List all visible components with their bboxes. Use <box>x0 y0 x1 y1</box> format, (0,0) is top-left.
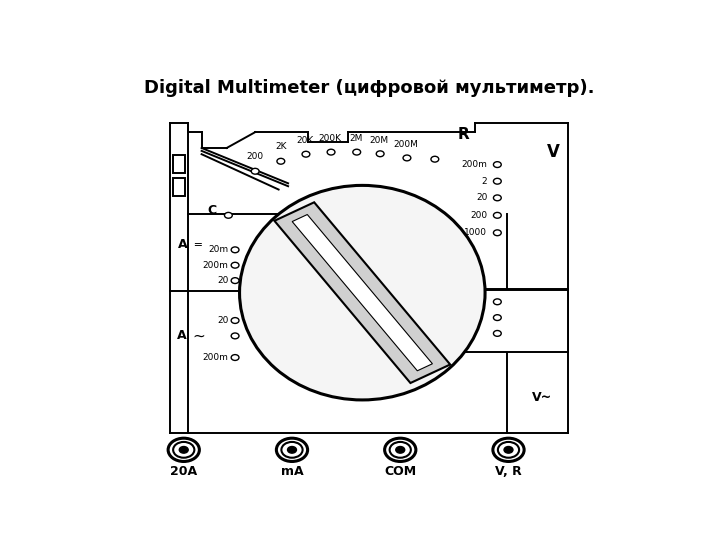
Circle shape <box>493 330 501 336</box>
Circle shape <box>353 149 361 155</box>
Circle shape <box>287 447 297 453</box>
Text: 2K: 2K <box>275 142 287 151</box>
Circle shape <box>251 168 259 174</box>
Circle shape <box>431 156 438 162</box>
Text: mA: mA <box>281 465 303 478</box>
Text: Digital Multimeter (цифровой мультиметр).: Digital Multimeter (цифровой мультиметр)… <box>144 79 594 97</box>
Circle shape <box>390 442 411 458</box>
Circle shape <box>493 315 501 321</box>
Text: 1000: 1000 <box>464 228 487 237</box>
Text: V: V <box>546 143 559 161</box>
Text: 200M: 200M <box>393 140 418 149</box>
Text: 20M: 20M <box>369 136 389 145</box>
FancyBboxPatch shape <box>173 178 185 196</box>
Circle shape <box>493 161 501 167</box>
Text: 200K: 200K <box>318 134 341 143</box>
Text: 200: 200 <box>470 313 487 322</box>
Circle shape <box>168 438 199 462</box>
Circle shape <box>276 438 307 462</box>
Ellipse shape <box>240 185 485 400</box>
Circle shape <box>231 278 239 284</box>
Text: C: C <box>207 204 216 217</box>
Circle shape <box>173 442 194 458</box>
Circle shape <box>225 212 233 218</box>
Circle shape <box>231 333 239 339</box>
Circle shape <box>493 230 501 235</box>
Text: R: R <box>458 127 469 142</box>
Circle shape <box>498 442 519 458</box>
Text: 20: 20 <box>476 193 487 202</box>
Circle shape <box>277 158 284 164</box>
Text: A: A <box>178 238 188 251</box>
Polygon shape <box>274 202 450 383</box>
Circle shape <box>403 155 411 161</box>
Text: 750: 750 <box>470 298 487 306</box>
Text: 20K: 20K <box>296 136 313 145</box>
Circle shape <box>493 299 501 305</box>
Text: 200m: 200m <box>462 160 487 169</box>
Circle shape <box>231 318 239 323</box>
Text: COM: COM <box>384 465 416 478</box>
Text: 20A: 20A <box>170 465 197 478</box>
Circle shape <box>179 447 188 453</box>
Text: V, R: V, R <box>495 465 522 478</box>
Circle shape <box>493 438 524 462</box>
Circle shape <box>493 195 501 201</box>
Text: 2M: 2M <box>349 134 362 143</box>
Circle shape <box>327 149 335 155</box>
Circle shape <box>377 151 384 157</box>
Text: A: A <box>177 328 186 342</box>
Circle shape <box>384 438 416 462</box>
Circle shape <box>493 178 501 184</box>
Circle shape <box>396 447 405 453</box>
Circle shape <box>231 262 239 268</box>
Text: 20: 20 <box>217 276 228 285</box>
Text: 20: 20 <box>476 329 487 338</box>
Circle shape <box>231 247 239 253</box>
Circle shape <box>282 442 302 458</box>
Circle shape <box>231 355 239 360</box>
Text: 200m: 200m <box>202 261 228 269</box>
Circle shape <box>493 212 501 218</box>
Text: 200: 200 <box>470 211 487 220</box>
Circle shape <box>302 151 310 157</box>
FancyBboxPatch shape <box>441 290 568 352</box>
FancyBboxPatch shape <box>173 156 185 173</box>
Text: ═: ═ <box>194 239 201 249</box>
Text: 20m: 20m <box>208 245 228 254</box>
Text: V~: V~ <box>532 391 552 404</box>
Text: ~: ~ <box>193 329 205 344</box>
Circle shape <box>504 447 513 453</box>
Text: 2: 2 <box>482 177 487 186</box>
Polygon shape <box>292 214 433 371</box>
Text: 20: 20 <box>217 316 228 325</box>
Text: 200: 200 <box>247 152 264 161</box>
Text: 200m: 200m <box>202 353 228 362</box>
